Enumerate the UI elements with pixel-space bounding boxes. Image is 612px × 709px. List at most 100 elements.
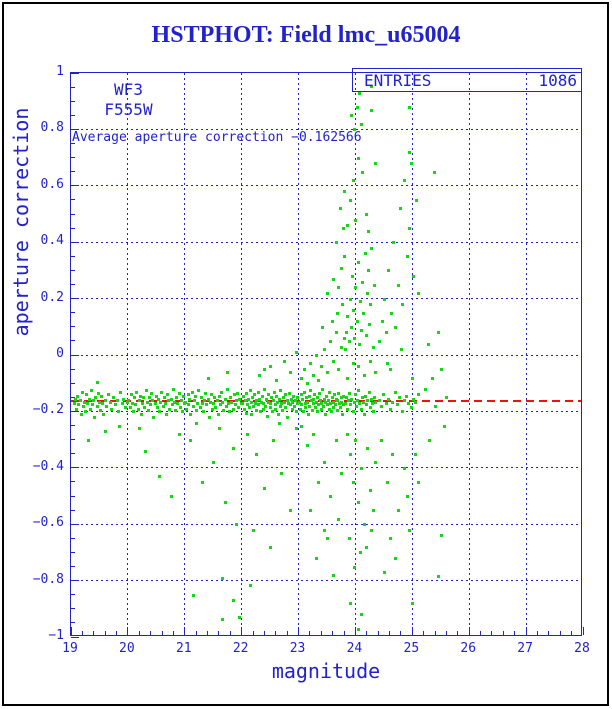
data-point: [366, 399, 370, 403]
data-point: [272, 390, 276, 394]
data-point: [290, 407, 294, 411]
data-point: [115, 399, 119, 403]
data-point: [113, 403, 117, 407]
data-point: [277, 421, 281, 425]
data-point: [402, 399, 406, 403]
data-point: [340, 266, 344, 270]
data-point: [312, 393, 316, 397]
data-point: [281, 408, 285, 412]
y-minor-tick: [71, 312, 75, 314]
x-minor-tick: [377, 631, 379, 635]
x-tick-label: 27: [517, 641, 533, 656]
data-point: [268, 406, 272, 410]
data-point: [316, 403, 320, 407]
data-point: [221, 400, 225, 404]
data-point: [228, 410, 232, 414]
data-point: [372, 283, 376, 287]
data-point: [237, 406, 241, 410]
data-point: [153, 401, 157, 405]
data-point: [76, 394, 80, 398]
data-point: [277, 397, 281, 401]
data-point: [220, 390, 224, 394]
data-point: [282, 396, 286, 400]
data-point: [364, 334, 368, 338]
data-point: [214, 406, 218, 410]
y-minor-tick: [71, 551, 75, 553]
x-minor-tick: [332, 631, 334, 635]
data-point: [308, 404, 312, 408]
data-point: [411, 376, 415, 380]
data-point: [423, 387, 427, 391]
data-point: [354, 438, 358, 442]
data-point: [394, 557, 398, 561]
data-point: [439, 534, 443, 538]
x-major-tick: [411, 627, 413, 635]
data-point: [364, 213, 368, 216]
data-point: [100, 394, 104, 398]
data-point: [253, 393, 257, 397]
data-point: [77, 403, 81, 407]
data-point: [308, 509, 312, 513]
data-point: [319, 407, 323, 411]
data-point: [289, 403, 293, 407]
data-point: [192, 593, 196, 597]
data-point: [336, 399, 340, 403]
data-point: [362, 373, 366, 377]
data-point: [355, 105, 359, 109]
data-point: [277, 413, 281, 417]
y-major-tick: [71, 523, 79, 525]
data-point: [382, 393, 386, 397]
data-point: [241, 401, 245, 405]
x-major-tick: [525, 627, 527, 635]
data-point: [251, 396, 255, 400]
x-axis-title: magnitude: [271, 659, 381, 683]
data-point: [206, 376, 210, 380]
data-point: [236, 392, 240, 396]
data-point: [331, 277, 335, 281]
data-point: [356, 260, 360, 264]
data-point: [136, 407, 140, 411]
data-point: [324, 394, 328, 398]
data-point: [258, 410, 262, 414]
data-point: [220, 576, 224, 580]
y-minor-tick: [71, 594, 75, 596]
data-point: [387, 269, 391, 273]
data-point: [298, 407, 302, 411]
y-gridline: [71, 128, 581, 130]
data-point: [144, 389, 148, 393]
data-point: [246, 397, 250, 401]
x-major-tick: [127, 627, 129, 635]
data-point: [289, 370, 293, 374]
data-point: [405, 394, 409, 398]
data-point: [198, 406, 202, 410]
data-point: [204, 392, 208, 396]
data-point: [396, 283, 400, 287]
data-point: [357, 389, 361, 393]
data-point: [334, 397, 338, 401]
y-major-tick: [71, 354, 79, 356]
data-point: [304, 406, 308, 410]
data-point: [323, 400, 327, 404]
data-point: [365, 291, 369, 295]
data-point: [377, 399, 381, 403]
x-gridline: [298, 73, 300, 635]
data-point: [216, 413, 220, 417]
data-point: [287, 392, 291, 396]
data-point: [357, 500, 361, 504]
data-point: [112, 396, 116, 400]
x-tick-label: 28: [574, 641, 590, 656]
data-point: [91, 403, 95, 407]
data-point: [332, 393, 336, 397]
data-point: [374, 162, 378, 166]
data-point: [269, 545, 273, 549]
data-point: [133, 396, 137, 400]
x-gridline: [127, 73, 129, 635]
data-point: [294, 410, 298, 414]
data-point: [348, 452, 352, 456]
y-minor-tick: [71, 171, 75, 173]
data-point: [317, 480, 321, 484]
data-point: [135, 390, 139, 394]
data-point: [201, 410, 205, 414]
data-point: [405, 255, 409, 259]
data-point: [279, 389, 283, 393]
